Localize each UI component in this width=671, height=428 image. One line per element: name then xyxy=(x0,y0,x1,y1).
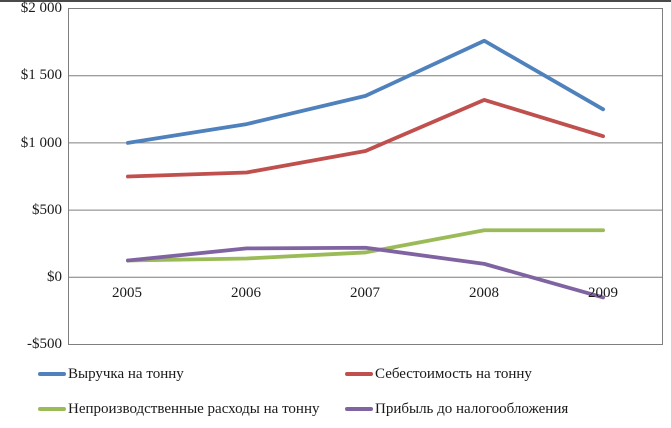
series-lines xyxy=(126,38,605,300)
series-line-0 xyxy=(126,38,605,145)
y-tick-label: $1 500 xyxy=(20,67,62,83)
series-line-2 xyxy=(126,228,605,263)
y-tick-label: $1 000 xyxy=(20,135,62,151)
legend-label: Непроизводственные расходы на тонну xyxy=(68,401,320,417)
legend-swatch-green xyxy=(38,407,66,411)
legend-swatch-blue xyxy=(38,372,66,376)
legend-swatch-purple xyxy=(345,407,373,411)
x-tick-label: 2006 xyxy=(231,285,261,301)
y-tick-label: $500 xyxy=(32,202,62,218)
legend-item-nonproduction-expenses: Непроизводственные расходы на тонну xyxy=(38,399,319,419)
legend-item-cost-per-ton: Себестоимость на тонну xyxy=(345,364,532,384)
plot-border xyxy=(68,8,663,345)
top-border-rule xyxy=(0,0,671,2)
y-tick-label: -$500 xyxy=(27,336,62,352)
legend-label: Выручка на тонну xyxy=(68,366,184,382)
x-tick-label: 2008 xyxy=(469,285,499,301)
x-tick-label: 2005 xyxy=(112,285,142,301)
legend-item-pretax-profit: Прибыль до налогообложения xyxy=(345,399,568,419)
series-line-1 xyxy=(126,97,605,179)
legend-label: Себестоимость на тонну xyxy=(375,366,532,382)
y-tick-label: $2 000 xyxy=(20,0,62,16)
gridlines xyxy=(68,75,663,278)
y-tick-label: $0 xyxy=(47,269,62,285)
series-line-3 xyxy=(126,245,605,300)
legend-item-revenue-per-ton: Выручка на тонну xyxy=(38,364,184,384)
legend-label: Прибыль до налогообложения xyxy=(375,401,569,417)
x-tick-label: 2009 xyxy=(588,285,618,301)
legend-swatch-red xyxy=(345,372,373,376)
x-tick-label: 2007 xyxy=(350,285,380,301)
